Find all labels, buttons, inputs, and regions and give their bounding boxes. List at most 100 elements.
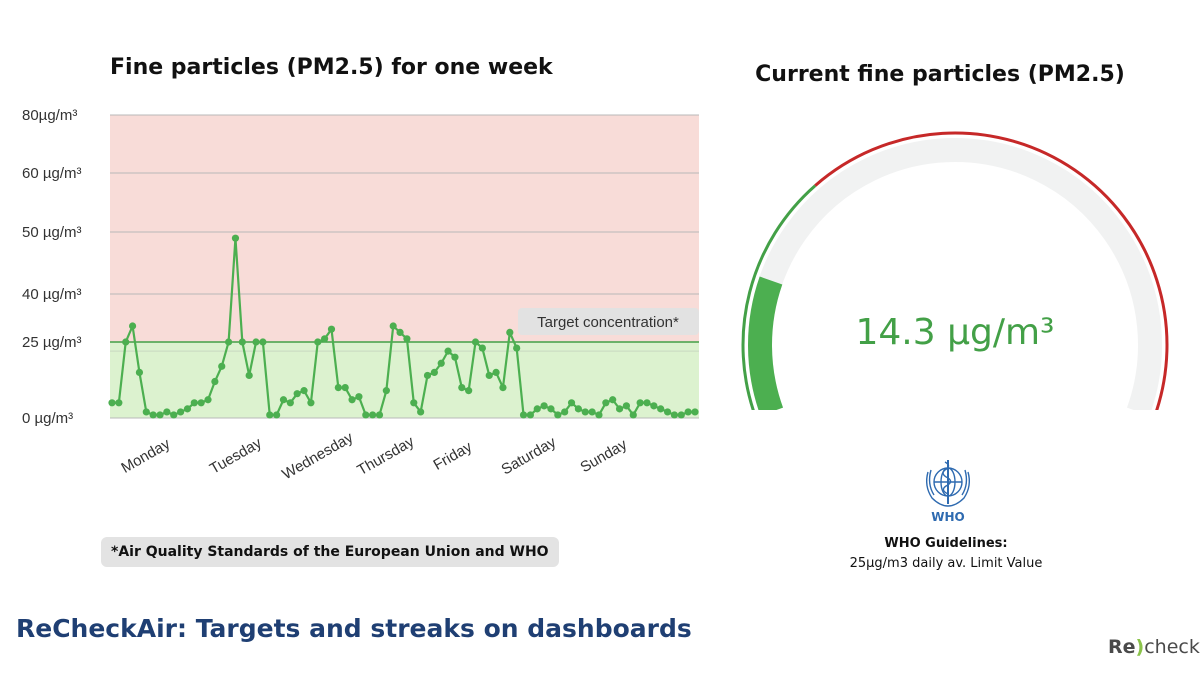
data-point xyxy=(485,371,493,380)
data-point xyxy=(225,338,233,346)
data-point xyxy=(348,396,356,404)
data-point xyxy=(519,411,528,419)
y-tick-label: 40 µg/m³ xyxy=(22,286,82,303)
x-tick-label: Friday xyxy=(430,438,475,474)
data-point xyxy=(341,384,349,392)
logo-check: check xyxy=(1144,636,1200,658)
target-zone xyxy=(110,342,699,418)
data-point xyxy=(684,408,692,416)
data-point xyxy=(561,408,569,416)
x-tick-label: Monday xyxy=(118,435,173,477)
data-point xyxy=(266,411,274,419)
data-point xyxy=(581,408,589,416)
data-point xyxy=(691,408,699,416)
data-point xyxy=(478,344,486,352)
data-point xyxy=(533,405,541,413)
data-point xyxy=(458,384,466,392)
gauge-value-fill xyxy=(748,276,784,410)
data-point xyxy=(417,408,425,416)
data-point xyxy=(369,411,377,419)
y-tick-label: 50 µg/m³ xyxy=(22,224,82,241)
data-point xyxy=(636,399,644,407)
pm25-week-chart: 80µg/m³ 60 µg/m³ 50 µg/m³ 40 µg/m³ 25 µg/m³ 0… xyxy=(22,107,699,483)
data-point xyxy=(259,338,267,346)
gauge-value: 14.3 µg/m³ xyxy=(855,312,1055,353)
data-point xyxy=(663,408,672,416)
data-point xyxy=(650,402,658,410)
data-point xyxy=(135,368,144,376)
y-axis-labels: 80µg/m³ 60 µg/m³ 50 µg/m³ 40 µg/m³ 25 µg/m³ 0… xyxy=(22,107,82,427)
who-emblem-icon xyxy=(925,460,971,507)
data-point xyxy=(615,405,624,413)
data-point xyxy=(115,399,123,407)
data-point xyxy=(279,396,288,404)
data-point xyxy=(252,338,260,346)
data-point xyxy=(677,411,685,419)
x-tick-label: Sunday xyxy=(577,436,630,476)
gauge-good-band xyxy=(741,184,817,410)
data-point xyxy=(149,411,157,419)
data-point xyxy=(403,335,411,343)
data-point xyxy=(286,399,294,407)
y-tick-label: 80µg/m³ xyxy=(22,107,77,124)
y-tick-label: 0 µg/m³ xyxy=(22,410,73,427)
target-label: Target concentration* xyxy=(537,314,679,331)
data-point xyxy=(602,399,610,407)
data-point xyxy=(389,322,397,330)
who-label: WHO xyxy=(931,510,965,524)
data-point xyxy=(547,405,555,413)
gauge-bad-band xyxy=(814,131,1169,410)
data-point xyxy=(218,362,226,370)
who-guidelines-heading: WHO Guidelines: xyxy=(884,536,1008,551)
data-point xyxy=(334,384,342,392)
data-point xyxy=(355,393,363,401)
data-point xyxy=(643,399,651,407)
data-point xyxy=(204,396,212,404)
data-point xyxy=(629,411,637,419)
data-point xyxy=(321,335,329,343)
data-point xyxy=(183,405,192,413)
x-tick-label: Saturday xyxy=(498,433,559,478)
data-point xyxy=(176,408,185,416)
data-point xyxy=(622,402,631,410)
data-point xyxy=(499,384,507,392)
data-point xyxy=(190,399,198,407)
gauge-title: Current fine particles (PM2.5) xyxy=(755,62,1125,87)
data-point xyxy=(444,347,452,355)
data-point xyxy=(430,368,438,376)
gauge-track xyxy=(748,138,1162,410)
data-point xyxy=(465,387,473,395)
data-point xyxy=(609,396,617,404)
data-point xyxy=(595,411,603,419)
data-point xyxy=(554,411,562,419)
data-point xyxy=(238,338,246,346)
pm25-gauge xyxy=(741,131,1169,410)
data-point xyxy=(574,405,583,413)
data-point xyxy=(567,399,576,407)
data-point xyxy=(245,371,253,380)
data-point xyxy=(670,411,679,419)
data-point xyxy=(396,328,404,336)
data-point xyxy=(506,328,514,336)
data-point xyxy=(327,325,336,333)
target-label-box: Target concentration* xyxy=(518,308,699,335)
data-point xyxy=(163,408,171,416)
data-point xyxy=(156,411,164,419)
data-point xyxy=(423,371,432,380)
x-tick-label: Tuesday xyxy=(207,434,265,477)
logo-paren: ) xyxy=(1135,636,1145,658)
data-points xyxy=(108,234,699,419)
data-point xyxy=(128,322,137,330)
footnote: *Air Quality Standards of the European U… xyxy=(101,537,559,567)
data-point xyxy=(513,344,521,352)
x-tick-label: Thursday xyxy=(354,433,417,479)
data-point xyxy=(410,399,418,407)
logo-re: Re xyxy=(1108,636,1136,658)
data-point xyxy=(300,387,308,395)
data-point xyxy=(142,408,150,416)
exceeded-zone xyxy=(110,115,699,342)
y-tick-label: 25 µg/m³ xyxy=(22,334,82,351)
data-point xyxy=(657,405,665,413)
data-point xyxy=(108,399,116,407)
